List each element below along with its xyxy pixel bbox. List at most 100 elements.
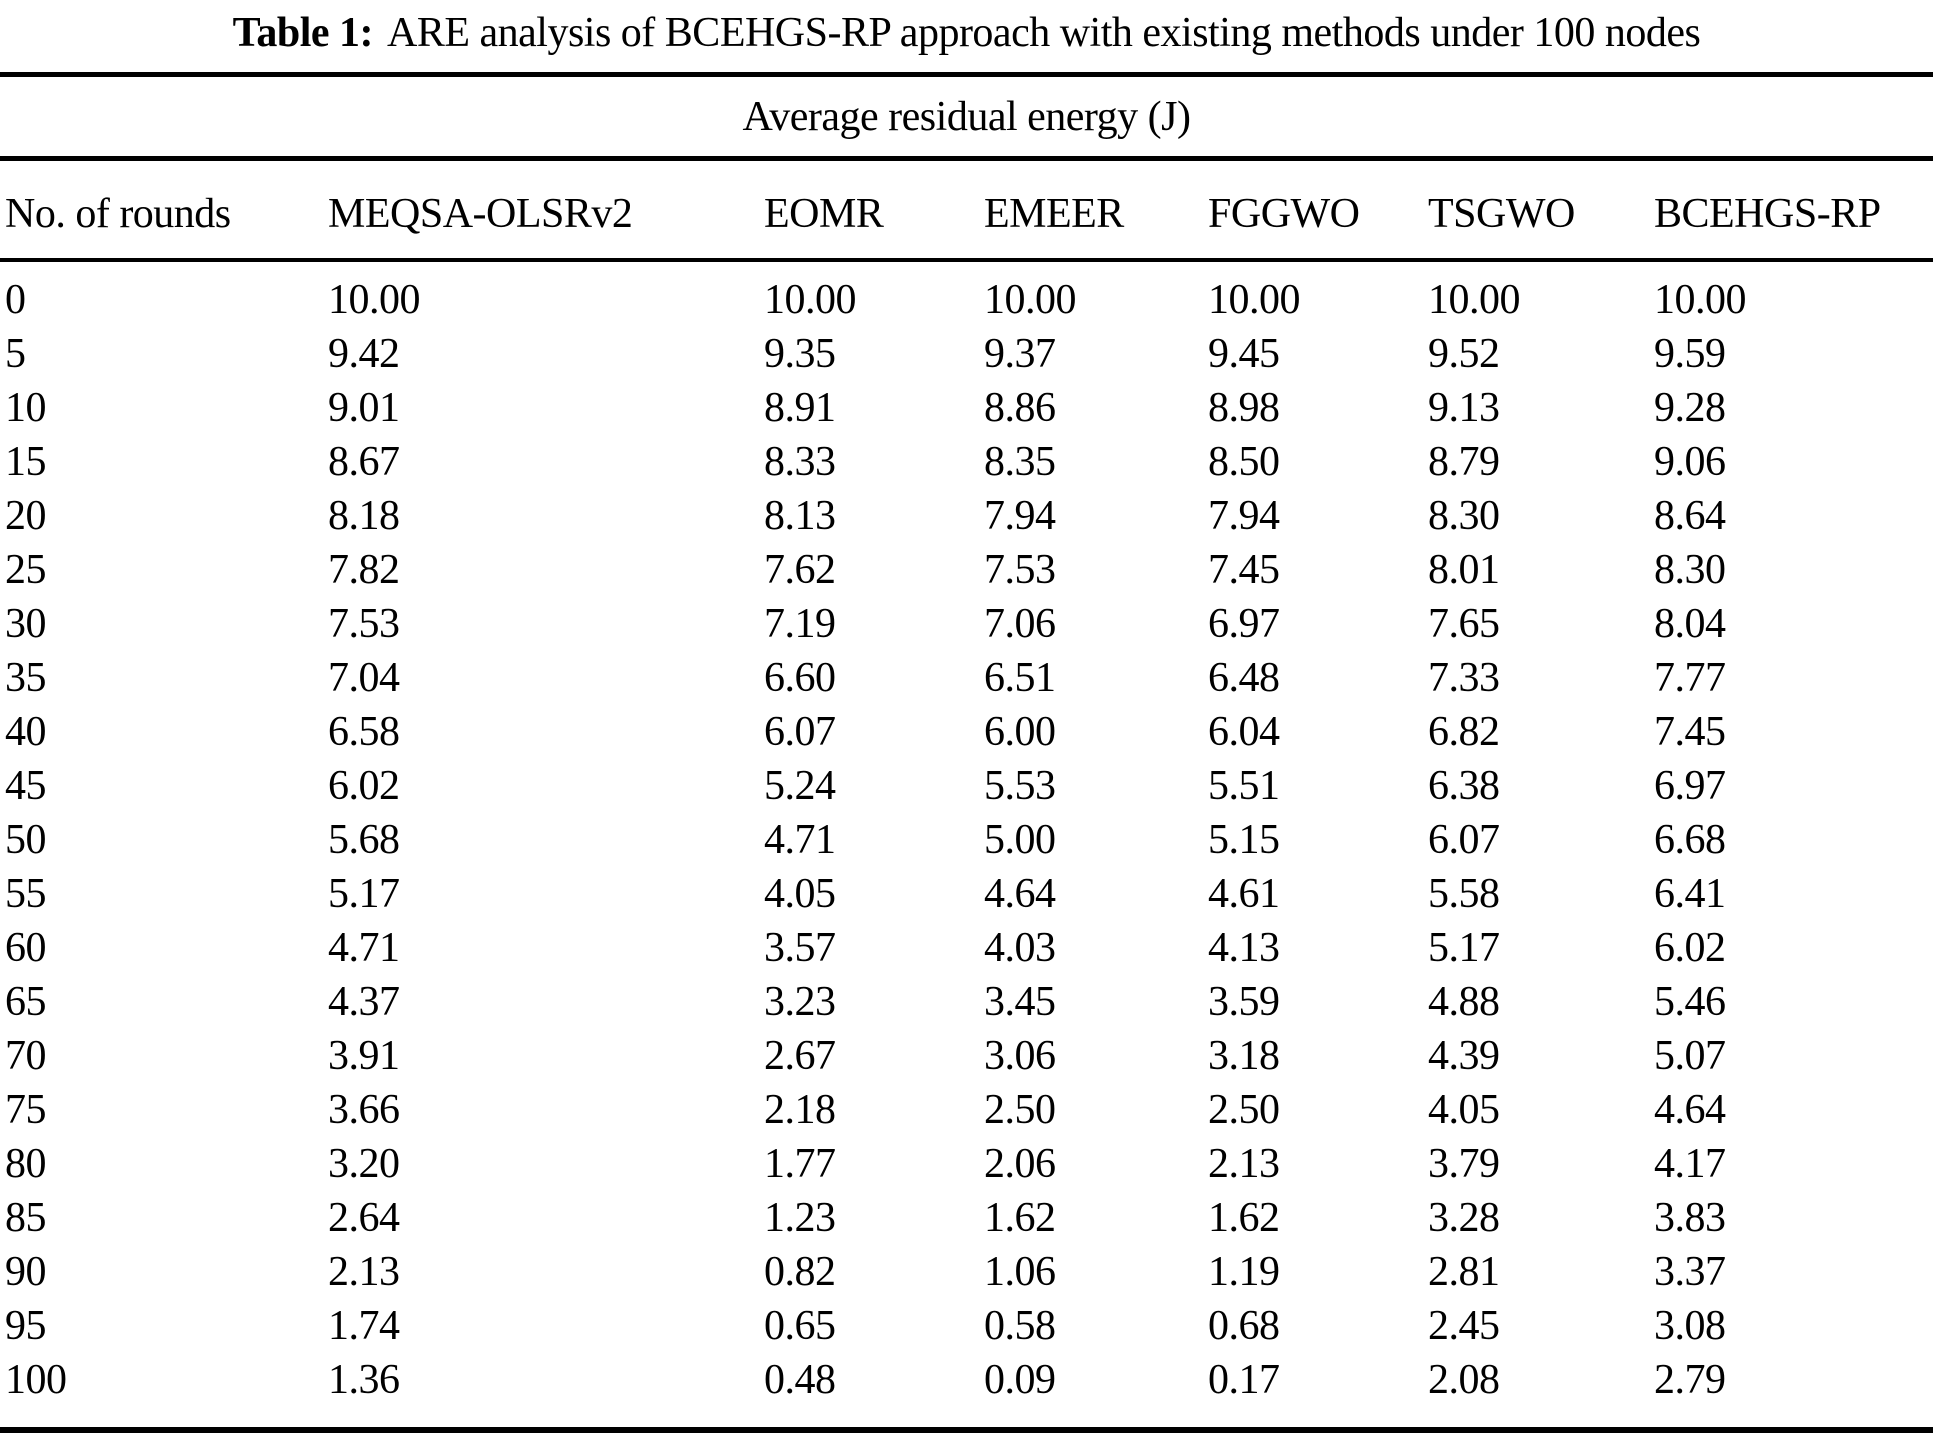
value-cell: 8.18: [328, 493, 400, 539]
table-row: 40 6.58 6.07 6.00 6.04 6.82 7.45: [0, 705, 1933, 759]
value-cell: 10.00: [1208, 277, 1301, 323]
value-cell: 8.01: [1428, 547, 1500, 593]
value-cell: 9.37: [984, 331, 1056, 377]
value-cell: 2.79: [1654, 1357, 1726, 1403]
value-cell: 2.45: [1428, 1303, 1500, 1349]
value-cell: 9.01: [328, 385, 400, 431]
round-cell: 100: [5, 1357, 67, 1403]
value-cell: 0.48: [764, 1357, 836, 1403]
rule-under-group-header: [0, 156, 1933, 161]
value-cell: 8.79: [1428, 439, 1500, 485]
value-cell: 6.51: [984, 655, 1056, 701]
value-cell: 10.00: [764, 277, 857, 323]
value-cell: 10.00: [984, 277, 1077, 323]
value-cell: 8.86: [984, 385, 1056, 431]
header-row: No. of rounds MEQSA-OLSRv2 EOMR EMEER FG…: [0, 161, 1933, 262]
table-row: 60 4.71 3.57 4.03 4.13 5.17 6.02: [0, 921, 1933, 975]
value-cell: 3.45: [984, 979, 1056, 1025]
round-cell: 80: [5, 1141, 47, 1187]
value-cell: 3.37: [1654, 1249, 1726, 1295]
value-cell: 6.68: [1654, 817, 1726, 863]
value-cell: 9.42: [328, 331, 400, 377]
value-cell: 4.64: [984, 871, 1056, 917]
value-cell: 3.91: [328, 1033, 400, 1079]
table-row: 45 6.02 5.24 5.53 5.51 6.38 6.97: [0, 759, 1933, 813]
round-cell: 55: [5, 871, 47, 917]
value-cell: 7.45: [1654, 709, 1726, 755]
table-row: 50 5.68 4.71 5.00 5.15 6.07 6.68: [0, 813, 1933, 867]
value-cell: 9.13: [1428, 385, 1500, 431]
value-cell: 6.41: [1654, 871, 1726, 917]
value-cell: 0.09: [984, 1357, 1056, 1403]
value-cell: 9.06: [1654, 439, 1726, 485]
value-cell: 4.05: [764, 871, 836, 917]
value-cell: 4.64: [1654, 1087, 1726, 1133]
value-cell: 4.13: [1208, 925, 1280, 971]
value-cell: 6.02: [1654, 925, 1726, 971]
round-cell: 60: [5, 925, 47, 971]
table-row: 20 8.18 8.13 7.94 7.94 8.30 8.64: [0, 489, 1933, 543]
value-cell: 1.06: [984, 1249, 1056, 1295]
value-cell: 1.77: [764, 1141, 836, 1187]
value-cell: 6.02: [328, 763, 400, 809]
round-cell: 75: [5, 1087, 47, 1133]
col-header-tsgwo: TSGWO: [1428, 161, 1654, 262]
value-cell: 4.37: [328, 979, 400, 1025]
round-cell: 40: [5, 709, 47, 755]
value-cell: 7.06: [984, 601, 1056, 647]
value-cell: 5.24: [764, 763, 836, 809]
value-cell: 1.23: [764, 1195, 836, 1241]
value-cell: 6.38: [1428, 763, 1500, 809]
value-cell: 7.19: [764, 601, 836, 647]
value-cell: 3.20: [328, 1141, 400, 1187]
round-cell: 25: [5, 547, 47, 593]
value-cell: 1.36: [328, 1357, 400, 1403]
value-cell: 6.97: [1654, 763, 1726, 809]
value-cell: 3.66: [328, 1087, 400, 1133]
value-cell: 4.05: [1428, 1087, 1500, 1133]
table-body: 0 10.00 10.00 10.00 10.00 10.00 10.00 5 9.42 9.35…: [0, 260, 1933, 1407]
table-row: 80 3.20 1.77 2.06 2.13 3.79 4.17: [0, 1137, 1933, 1191]
value-cell: 5.46: [1654, 979, 1726, 1025]
value-cell: 8.35: [984, 439, 1056, 485]
value-cell: 8.30: [1654, 547, 1726, 593]
col-header-fggwo: FGGWO: [1208, 161, 1428, 262]
table-row: 5 9.42 9.35 9.37 9.45 9.52 9.59: [0, 327, 1933, 381]
column-group-header: Average residual energy (J): [742, 93, 1191, 140]
value-cell: 2.50: [984, 1087, 1056, 1133]
value-cell: 4.71: [764, 817, 836, 863]
value-cell: 0.68: [1208, 1303, 1280, 1349]
value-cell: 5.58: [1428, 871, 1500, 917]
value-cell: 5.53: [984, 763, 1056, 809]
value-cell: 7.94: [1208, 493, 1280, 539]
col-header-emeer: EMEER: [984, 161, 1208, 262]
value-cell: 2.08: [1428, 1357, 1500, 1403]
value-cell: 3.59: [1208, 979, 1280, 1025]
table-row: 65 4.37 3.23 3.45 3.59 4.88 5.46: [0, 975, 1933, 1029]
value-cell: 1.74: [328, 1303, 400, 1349]
table-header: No. of rounds MEQSA-OLSRv2 EOMR EMEER FG…: [0, 161, 1933, 262]
round-cell: 5: [5, 331, 26, 377]
value-cell: 9.59: [1654, 331, 1726, 377]
value-cell: 3.23: [764, 979, 836, 1025]
value-cell: 6.07: [764, 709, 836, 755]
value-cell: 2.67: [764, 1033, 836, 1079]
table-row: 0 10.00 10.00 10.00 10.00 10.00 10.00: [0, 260, 1933, 327]
table-row: 35 7.04 6.60 6.51 6.48 7.33 7.77: [0, 651, 1933, 705]
table-row: 15 8.67 8.33 8.35 8.50 8.79 9.06: [0, 435, 1933, 489]
table-row: 95 1.74 0.65 0.58 0.68 2.45 3.08: [0, 1299, 1933, 1353]
table-row: 85 2.64 1.23 1.62 1.62 3.28 3.83: [0, 1191, 1933, 1245]
value-cell: 3.18: [1208, 1033, 1280, 1079]
value-cell: 4.88: [1428, 979, 1500, 1025]
col-header-meqsa-olsrv2: MEQSA-OLSRv2: [328, 161, 764, 262]
value-cell: 8.98: [1208, 385, 1280, 431]
value-cell: 2.13: [328, 1249, 400, 1295]
value-cell: 3.06: [984, 1033, 1056, 1079]
value-cell: 2.06: [984, 1141, 1056, 1187]
value-cell: 4.03: [984, 925, 1056, 971]
round-cell: 85: [5, 1195, 47, 1241]
round-cell: 10: [5, 385, 47, 431]
value-cell: 7.45: [1208, 547, 1280, 593]
value-cell: 10.00: [1654, 277, 1747, 323]
